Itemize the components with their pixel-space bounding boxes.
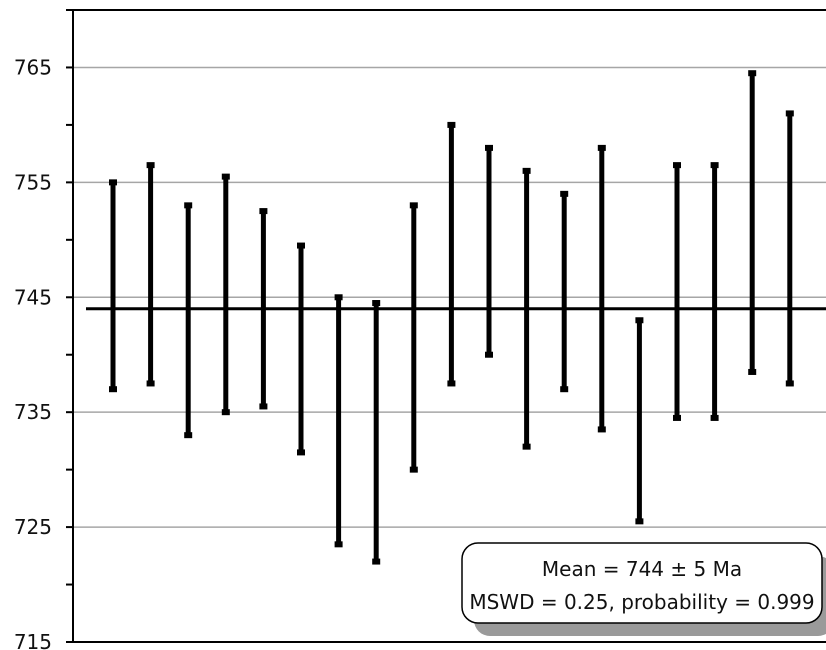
error-bar-cap-top (673, 162, 681, 169)
error-bar (560, 190, 569, 393)
error-bar-cap-bottom (184, 432, 193, 439)
error-bar-cap-bottom (485, 351, 493, 358)
error-bar (109, 179, 117, 393)
error-bar-cap-top (297, 242, 305, 249)
error-bar (297, 242, 305, 456)
error-bar (785, 110, 794, 387)
error-bar (184, 202, 193, 439)
error-bar-cap-top (372, 300, 381, 307)
error-bar (409, 202, 418, 473)
error-bar (221, 173, 230, 416)
error-bar-cap-top (522, 167, 531, 174)
error-bar (635, 317, 644, 525)
y-axis-ticks (66, 9, 73, 643)
y-tick-label: 715 (14, 630, 52, 650)
error-bar-cap-top (146, 162, 155, 169)
error-bar-cap-top (409, 202, 418, 209)
error-bar-cap-top (597, 144, 606, 151)
error-bar-cap-bottom (221, 409, 230, 416)
annotation-panel (461, 542, 823, 624)
error-bar-cap-bottom (259, 403, 268, 410)
error-bar-cap-bottom (334, 541, 343, 548)
y-tick-label: 725 (14, 515, 52, 539)
error-bar-cap-bottom (372, 558, 381, 565)
error-bar-cap-top (710, 162, 719, 169)
error-bar-cap-bottom (109, 386, 117, 393)
y-tick-label: 765 (14, 55, 52, 79)
error-bar-cap-bottom (297, 449, 305, 456)
error-bar-cap-top (560, 190, 569, 197)
error-bar-cap-top (485, 144, 493, 151)
error-bar-cap-bottom (560, 386, 569, 393)
y-tick-labels: 765 755 745 735 725 715 (14, 55, 52, 650)
y-tick-label: 745 (14, 285, 52, 309)
error-bar (485, 144, 493, 358)
error-bar-cap-bottom (146, 380, 155, 387)
error-bar (146, 162, 155, 387)
error-bar-cap-top (184, 202, 193, 209)
error-bar-cap-bottom (710, 414, 719, 421)
error-bar-cap-top (785, 110, 794, 117)
error-bar-cap-top (748, 70, 757, 77)
error-bar-cap-bottom (522, 443, 531, 450)
error-bar-cap-bottom (748, 368, 757, 375)
error-bar (334, 294, 343, 548)
annotation-box: Mean = 744 ± 5 Ma MSWD = 0.25, probabili… (461, 542, 826, 636)
error-bar-cap-top (109, 179, 117, 186)
error-bar (673, 162, 681, 421)
error-bar (597, 144, 606, 433)
error-bar (710, 162, 719, 421)
error-bar (447, 121, 456, 387)
error-bar-cap-bottom (673, 414, 681, 421)
error-bar-cap-top (221, 173, 230, 180)
y-tick-label: 735 (14, 400, 52, 424)
annotation-line-1: Mean = 744 ± 5 Ma (542, 557, 742, 581)
annotation-line-2: MSWD = 0.25, probability = 0.999 (469, 590, 814, 614)
error-bar-cap-top (334, 294, 343, 301)
error-bar-cap-bottom (597, 426, 606, 433)
error-bar-cap-bottom (409, 466, 418, 473)
error-bar (748, 70, 757, 375)
y-tick-label: 755 (14, 170, 52, 194)
error-bar-cap-top (635, 317, 644, 324)
error-bar-cap-bottom (635, 518, 644, 525)
error-bar-cap-top (447, 121, 456, 128)
error-bar-cap-top (259, 208, 268, 215)
error-bar (372, 300, 381, 565)
error-bar-cap-bottom (447, 380, 456, 387)
error-bar-cap-bottom (785, 380, 794, 387)
error-bars (109, 70, 794, 565)
